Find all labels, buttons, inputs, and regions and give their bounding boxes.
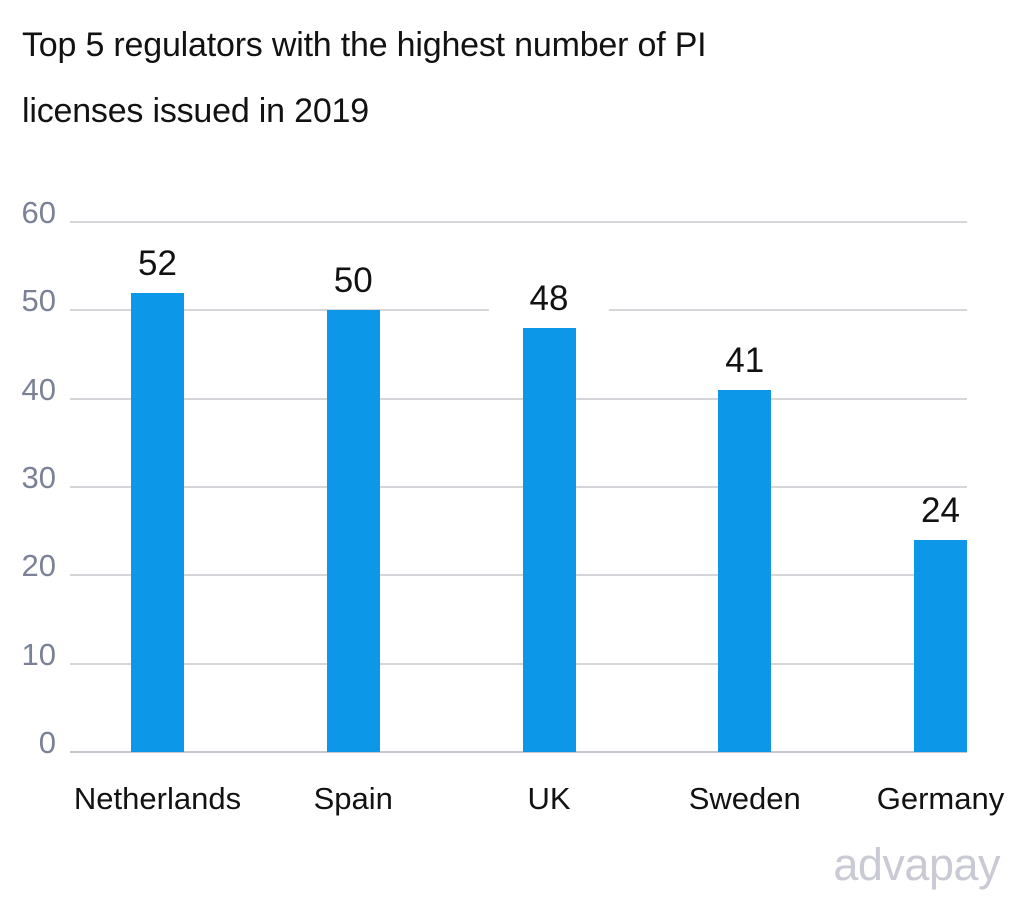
bar-value-label-uk: 48 — [489, 279, 609, 319]
gridline-y-0 — [70, 751, 967, 753]
chart-title-line-1: Top 5 regulators with the highest number… — [22, 26, 707, 64]
chart-title: Top 5 regulators with the highest number… — [22, 12, 707, 144]
y-axis-tick-60: 60 — [21, 195, 56, 230]
gridline-y-30 — [70, 486, 967, 488]
gridline-y-40 — [70, 397, 967, 400]
bar-value-label-spain: 50 — [293, 261, 414, 302]
bar-spain — [326, 310, 380, 752]
gridline-y-20 — [70, 574, 967, 577]
bar-value-label-germany: 24 — [880, 491, 1001, 531]
y-axis-tick-0: 0 — [38, 725, 56, 760]
gridline-y-60 — [70, 221, 967, 223]
x-axis-label-sweden: Sweden — [688, 781, 801, 816]
y-axis-tick-50: 50 — [21, 283, 56, 319]
x-axis-label-spain: Spain — [313, 781, 393, 816]
y-axis-tick-20: 20 — [21, 548, 56, 584]
x-axis-label-germany: Germany — [876, 781, 1005, 816]
gridline-y-10 — [70, 662, 967, 665]
bar-uk — [522, 328, 576, 752]
bar-netherlands — [131, 292, 184, 752]
y-axis-tick-40: 40 — [21, 371, 56, 407]
y-axis-tick-30: 30 — [21, 460, 56, 495]
bar-germany — [914, 540, 967, 752]
bar-sweden — [718, 389, 772, 752]
bar-value-label-netherlands: 52 — [97, 243, 218, 284]
advapay-logo: advapay — [833, 839, 1000, 890]
x-axis-label-uk: UK — [527, 781, 571, 816]
x-axis-label-netherlands: Netherlands — [73, 781, 242, 816]
bar-value-label-sweden: 41 — [684, 340, 805, 381]
chart-title-line-2: licenses issued in 2019 — [22, 92, 369, 130]
y-axis-tick-10: 10 — [21, 636, 56, 672]
